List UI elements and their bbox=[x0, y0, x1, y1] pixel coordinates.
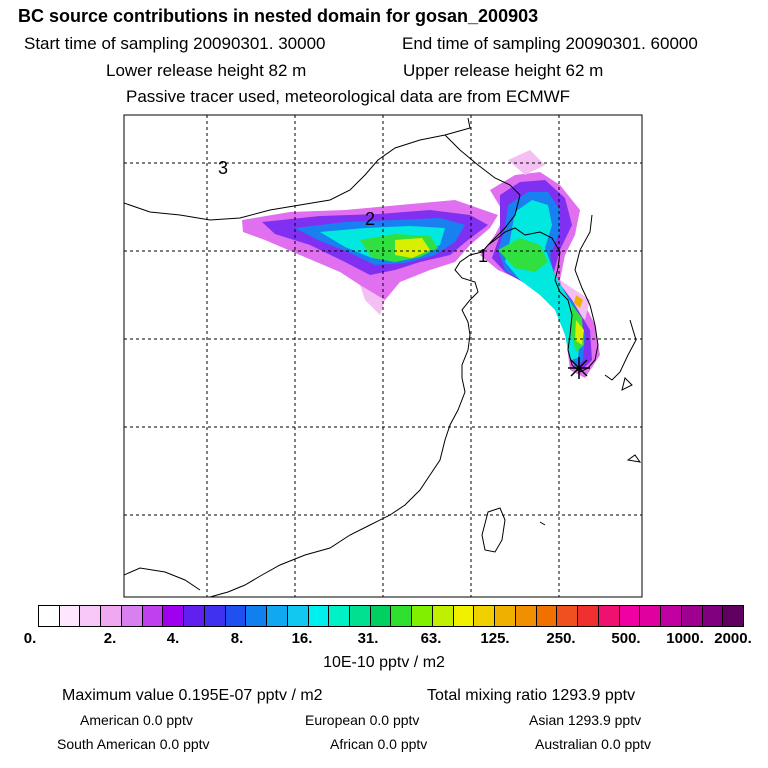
colorbar-segment bbox=[225, 606, 247, 626]
colorbar-tick: 500. bbox=[611, 630, 641, 647]
south-american-value: South American 0.0 pptv bbox=[57, 736, 210, 752]
colorbar-segment bbox=[640, 606, 662, 626]
colorbar-segment bbox=[515, 606, 537, 626]
colorbar-segment bbox=[598, 606, 620, 626]
colorbar-segment bbox=[350, 606, 371, 626]
african-value: African 0.0 pptv bbox=[330, 736, 428, 752]
colorbar-tick: 125. bbox=[480, 630, 510, 647]
colorbar-segment bbox=[59, 606, 81, 626]
tracer-info: Passive tracer used, meteorological data… bbox=[126, 87, 571, 106]
colorbar-segment bbox=[142, 606, 164, 626]
colorbar-segment bbox=[329, 606, 351, 626]
colorbar bbox=[38, 605, 744, 627]
colorbar-segment bbox=[267, 606, 288, 626]
grid-lines bbox=[124, 115, 642, 597]
colorbar-tick: 0. bbox=[23, 630, 37, 647]
colorbar-tick: 2000. bbox=[714, 630, 752, 647]
colorbar-segment bbox=[661, 606, 682, 626]
colorbar-segment bbox=[432, 606, 454, 626]
colorbar-tick: 16. bbox=[291, 630, 313, 647]
australian-value: Australian 0.0 pptv bbox=[535, 736, 651, 752]
colorbar-segment bbox=[184, 606, 205, 626]
max-value: Maximum value 0.195E-07 pptv / m2 bbox=[62, 687, 323, 704]
end-time: End time of sampling 20090301. 60000 bbox=[402, 34, 698, 53]
european-value: European 0.0 pptv bbox=[305, 712, 420, 728]
plume-field bbox=[242, 150, 600, 378]
colorbar-segment bbox=[578, 606, 599, 626]
colorbar-tick: 4. bbox=[166, 630, 180, 647]
colorbar-tick: 1000. bbox=[666, 630, 704, 647]
colorbar-segment bbox=[370, 606, 392, 626]
upper-release-height: Upper release height 62 m bbox=[403, 61, 604, 80]
total-mixing-ratio: Total mixing ratio 1293.9 pptv bbox=[427, 687, 636, 704]
region-label-2: 2 bbox=[365, 209, 375, 229]
receptor-star-marker bbox=[568, 357, 590, 379]
plume-yellow bbox=[395, 238, 430, 258]
colorbar-tick: 8. bbox=[230, 630, 244, 647]
plume-orange bbox=[574, 295, 583, 308]
map-frame bbox=[123, 114, 643, 598]
coastlines bbox=[124, 117, 642, 597]
colorbar-segment bbox=[453, 606, 475, 626]
colorbar-tick: 31. bbox=[357, 630, 379, 647]
colorbar-tick: 250. bbox=[546, 630, 576, 647]
start-time: Start time of sampling 20090301. 30000 bbox=[24, 34, 326, 53]
region-label-1: 1 bbox=[478, 246, 488, 266]
colorbar-segment bbox=[246, 606, 268, 626]
colorbar-segment bbox=[702, 606, 724, 626]
colorbar-segment bbox=[163, 606, 185, 626]
map-title: BC source contributions in nested domain… bbox=[18, 6, 539, 26]
american-value: American 0.0 pptv bbox=[80, 712, 193, 728]
colorbar-segment bbox=[287, 606, 309, 626]
colorbar-segment bbox=[101, 606, 122, 626]
colorbar-segment bbox=[391, 606, 413, 626]
colorbar-segment bbox=[412, 606, 433, 626]
colorbar-segment bbox=[204, 606, 226, 626]
asian-value: Asian 1293.9 pptv bbox=[529, 712, 642, 728]
colorbar-segment bbox=[557, 606, 579, 626]
colorbar-segment bbox=[474, 606, 496, 626]
colorbar-segment bbox=[723, 606, 743, 626]
colorbar-segment bbox=[536, 606, 558, 626]
colorbar-tick: 63. bbox=[420, 630, 442, 647]
colorbar-units: 10E-10 pptv / m2 bbox=[323, 654, 445, 671]
colorbar-tick: 2. bbox=[103, 630, 117, 647]
lower-release-height: Lower release height 82 m bbox=[106, 61, 307, 80]
colorbar-segment bbox=[39, 606, 60, 626]
colorbar-segment bbox=[495, 606, 516, 626]
plume-green-east bbox=[498, 238, 584, 352]
colorbar-segment bbox=[308, 606, 330, 626]
region-label-3: 3 bbox=[218, 158, 228, 178]
colorbar-segment bbox=[121, 606, 143, 626]
colorbar-segment bbox=[80, 606, 102, 626]
colorbar-segment bbox=[681, 606, 703, 626]
colorbar-segment bbox=[619, 606, 641, 626]
